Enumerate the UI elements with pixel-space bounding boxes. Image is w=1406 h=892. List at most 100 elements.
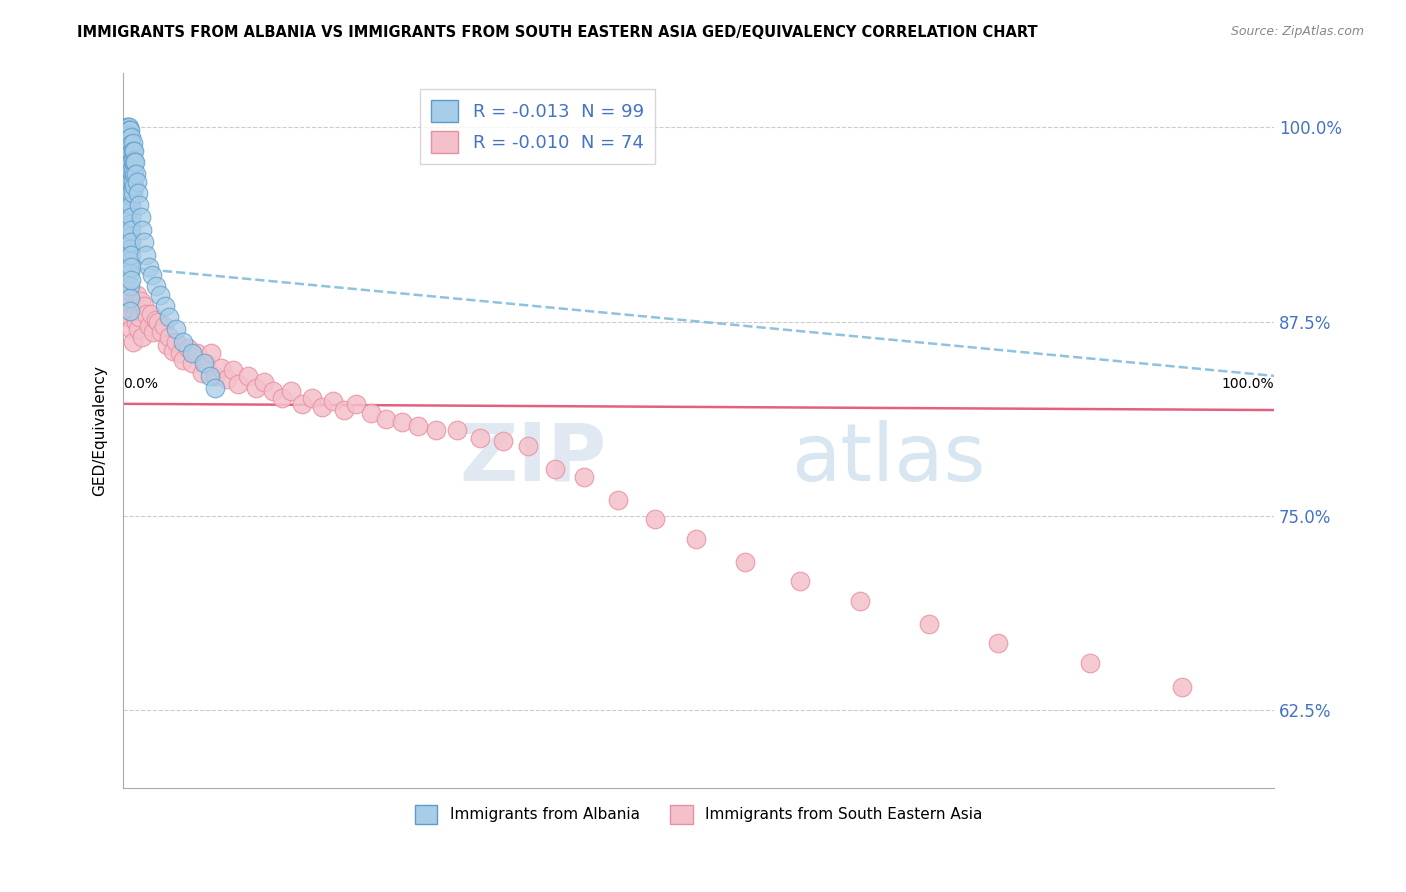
Point (120, 254, 142, 268)
Point (374, 412, 396, 426)
Point (190, 366, 212, 380)
Point (117, 144, 139, 158)
Point (204, 368, 226, 383)
Point (120, 278, 142, 293)
Point (468, 431, 491, 445)
Point (118, 236, 141, 251)
Point (425, 423, 447, 437)
Point (153, 299, 176, 313)
Point (118, 248, 141, 262)
Point (145, 313, 167, 327)
Point (135, 307, 157, 321)
Point (124, 307, 146, 321)
Point (117, 175, 139, 189)
Point (228, 376, 250, 391)
Y-axis label: GED/Equivalency: GED/Equivalency (93, 365, 107, 496)
Point (117, 136, 139, 150)
Point (114, 152, 136, 166)
Point (117, 120, 139, 135)
Point (149, 288, 172, 302)
Point (120, 310, 142, 324)
Point (492, 434, 515, 449)
Point (165, 334, 187, 349)
Point (181, 356, 204, 370)
Point (181, 345, 204, 359)
Point (127, 175, 149, 189)
Point (114, 284, 136, 298)
Point (114, 182, 136, 196)
Point (122, 179, 145, 194)
Point (685, 532, 707, 546)
Legend: Immigrants from Albania, Immigrants from South Eastern Asia: Immigrants from Albania, Immigrants from… (408, 799, 988, 830)
Point (120, 198, 142, 212)
Point (120, 154, 142, 169)
Text: atlas: atlas (790, 420, 986, 498)
Point (607, 493, 630, 508)
Point (120, 145, 142, 160)
Point (128, 198, 150, 212)
Point (121, 175, 143, 189)
Point (120, 146, 142, 161)
Point (209, 361, 232, 376)
Point (987, 636, 1010, 650)
Point (344, 397, 367, 411)
Point (146, 314, 169, 328)
Point (141, 268, 163, 282)
Point (120, 266, 142, 280)
Point (121, 334, 143, 349)
Point (138, 260, 160, 274)
Point (121, 164, 143, 178)
Point (262, 384, 284, 399)
Point (120, 173, 142, 187)
Point (120, 154, 142, 169)
Point (120, 194, 142, 208)
Point (120, 260, 142, 274)
Point (311, 400, 333, 414)
Point (120, 303, 142, 318)
Point (138, 319, 160, 334)
Point (120, 129, 142, 144)
Point (118, 284, 141, 298)
Point (157, 330, 180, 344)
Point (117, 128, 139, 142)
Point (156, 338, 179, 352)
Point (121, 153, 143, 167)
Point (120, 242, 142, 256)
Text: 100.0%: 100.0% (1222, 376, 1274, 391)
Point (162, 344, 184, 359)
Point (118, 128, 141, 142)
Point (145, 278, 167, 293)
Point (120, 217, 142, 231)
Point (406, 418, 429, 433)
Point (124, 154, 146, 169)
Text: Source: ZipAtlas.com: Source: ZipAtlas.com (1230, 25, 1364, 38)
Point (118, 120, 141, 135)
Point (118, 152, 141, 166)
Point (117, 159, 139, 173)
Point (115, 213, 138, 227)
Point (132, 235, 155, 250)
Point (169, 345, 191, 359)
Point (121, 144, 143, 158)
Point (517, 439, 540, 453)
Point (280, 384, 302, 399)
Point (120, 235, 142, 250)
Text: ZIP: ZIP (460, 420, 606, 498)
Point (118, 139, 141, 153)
Point (150, 326, 173, 340)
Point (446, 423, 468, 437)
Point (132, 299, 155, 313)
Point (544, 462, 567, 476)
Point (1078, 657, 1101, 671)
Point (129, 294, 152, 309)
Point (177, 341, 200, 355)
Point (118, 226, 141, 240)
Point (245, 381, 267, 395)
Point (122, 299, 145, 313)
Point (135, 248, 157, 262)
Point (139, 307, 162, 321)
Point (200, 345, 222, 359)
Point (118, 169, 141, 184)
Point (120, 164, 142, 178)
Point (120, 223, 142, 237)
